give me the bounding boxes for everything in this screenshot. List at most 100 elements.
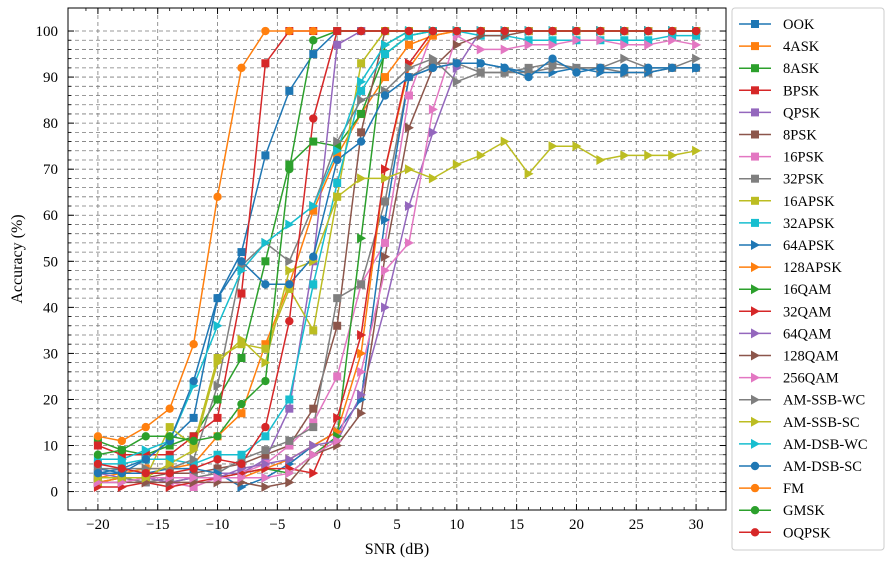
data-point [357, 366, 367, 377]
data-point [237, 63, 246, 73]
data-point [213, 357, 223, 368]
legend-label: AM-SSB-SC [783, 415, 860, 431]
data-point [333, 145, 343, 156]
data-point [668, 35, 678, 46]
data-point [333, 151, 342, 160]
data-point [165, 455, 174, 464]
data-point [644, 26, 653, 36]
data-point [93, 432, 103, 441]
data-point [309, 468, 319, 479]
data-point [596, 63, 605, 73]
data-point [333, 321, 342, 330]
data-point [644, 39, 654, 50]
data-point [213, 413, 222, 422]
legend-label: AM-DSB-WC [783, 437, 868, 453]
data-point [189, 376, 198, 386]
data-point [620, 26, 629, 36]
data-point [572, 141, 582, 152]
data-point [404, 122, 414, 133]
data-point [261, 344, 270, 353]
data-point [261, 422, 270, 432]
data-point [309, 326, 318, 335]
legend-label: OOK [783, 17, 815, 33]
data-point [524, 63, 533, 72]
data-point [620, 150, 630, 161]
data-point [357, 128, 366, 137]
data-point [620, 36, 629, 45]
data-point [452, 26, 462, 36]
data-point [356, 137, 366, 146]
y-tick-label: 10 [43, 439, 58, 455]
data-point [357, 95, 367, 106]
y-tick-label: 20 [43, 392, 58, 408]
data-point [261, 26, 270, 36]
data-point [357, 233, 367, 244]
data-point [261, 446, 270, 455]
x-tick-label: 15 [509, 517, 524, 533]
data-point [692, 145, 702, 156]
data-point [644, 150, 654, 161]
legend-marker [750, 528, 760, 537]
data-point [237, 472, 247, 483]
legend-label: BPSK [783, 83, 820, 99]
legend-marker [751, 372, 760, 383]
data-point [404, 201, 414, 212]
data-point [285, 441, 294, 450]
data-point [117, 450, 126, 459]
data-point [524, 36, 533, 45]
x-tick-label: −15 [146, 517, 169, 533]
series-line-32psk [97, 62, 697, 484]
data-point [548, 59, 557, 68]
x-tick-label: 0 [333, 517, 341, 533]
data-point [357, 389, 367, 400]
data-point [309, 36, 318, 45]
data-point [548, 39, 558, 50]
y-tick-label: 100 [36, 24, 59, 40]
data-point [357, 86, 366, 95]
data-point [285, 477, 295, 488]
data-point [213, 450, 222, 459]
data-point [404, 40, 413, 49]
data-point [381, 173, 391, 184]
data-point [285, 454, 295, 465]
data-point [333, 294, 342, 303]
legend-label: 256QAM [783, 371, 839, 387]
legend-label: 32PSK [783, 172, 825, 188]
data-point [404, 62, 414, 73]
data-point [548, 62, 558, 73]
data-point [93, 468, 103, 478]
data-point [692, 31, 701, 40]
data-point [691, 26, 701, 36]
data-point [141, 432, 150, 441]
data-point [237, 289, 246, 298]
data-point [357, 348, 367, 359]
data-point [309, 418, 318, 427]
data-point [213, 464, 222, 473]
legend-marker [751, 20, 759, 28]
data-point [356, 26, 366, 36]
data-point [189, 441, 198, 450]
data-point [165, 432, 174, 441]
data-point [500, 26, 509, 36]
data-point [333, 372, 342, 381]
data-point [285, 86, 294, 95]
data-point [189, 472, 199, 483]
y-tick-label: 60 [43, 208, 58, 224]
axis-ticks: −20 −15 −10 −5 0 5 10 15 20 25 30 0 10 20 30 40 50 60 70 80… [36, 8, 726, 533]
data-point [141, 468, 150, 478]
data-point [357, 109, 366, 118]
data-point [237, 248, 246, 257]
x-tick-label: −10 [206, 517, 229, 533]
data-point [381, 164, 391, 175]
data-point [620, 53, 630, 64]
data-point [141, 445, 151, 456]
data-point [285, 316, 294, 326]
data-point [524, 39, 534, 50]
data-point [165, 468, 174, 478]
legend-marker [751, 438, 760, 449]
data-point [572, 26, 581, 36]
data-point [524, 168, 534, 179]
data-point [285, 164, 294, 174]
data-point [189, 464, 198, 473]
